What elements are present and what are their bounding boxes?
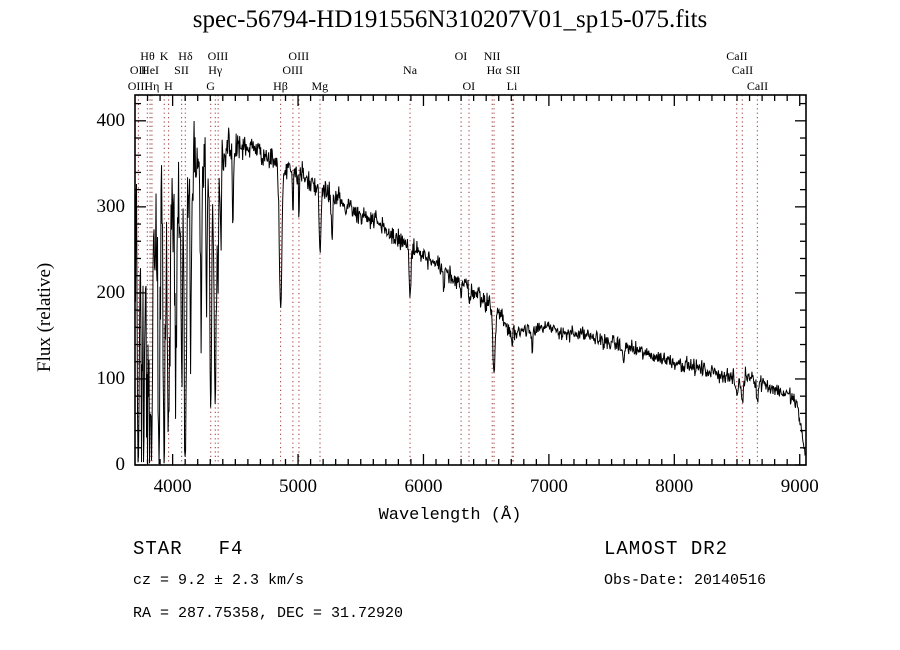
spectral-line-label: CaII [731, 63, 754, 77]
spectral-line-label: OIII [207, 49, 229, 63]
spectral-line-label: Hθ [140, 49, 155, 63]
page-title: spec-56794-HD191556N310207V01_sp15-075.f… [192, 6, 708, 33]
spectral-line-label: G [206, 79, 215, 93]
x-tick-label: 9000 [780, 476, 819, 497]
y-tick-label: 100 [96, 367, 126, 389]
spectral-line-label: Hη [144, 79, 160, 93]
spectral-line-label: OII [129, 63, 147, 77]
spectral-line-label: OIII [282, 63, 304, 77]
footer-coordinates: RA = 287.75358, DEC = 31.72920 [133, 605, 404, 622]
x-tick-label: 7000 [529, 476, 568, 497]
spectral-line-label: CaII [726, 49, 748, 63]
footer-cz: cz = 9.2 ± 2.3 km/s [133, 572, 305, 589]
spectral-line-label: OIII [288, 49, 310, 63]
spectral-line-label: Hγ [208, 63, 223, 77]
y-tick-label: 200 [96, 281, 126, 303]
spectral-line-label: Hβ [273, 79, 288, 93]
spectral-line-label: K [159, 49, 169, 63]
spectral-line-label: Mg [311, 79, 329, 93]
spectral-line-label: SII [505, 63, 521, 77]
x-tick-label: 8000 [655, 476, 694, 497]
spectral-line-label: H [164, 79, 173, 93]
spectral-line-label: NII [483, 49, 501, 63]
spectral-line-label: Na [403, 63, 418, 77]
x-tick-label: 6000 [404, 476, 443, 497]
footer-object-type-value: STAR [133, 538, 183, 560]
footer-spectral-class-value: F4 [218, 538, 244, 560]
spectral-line-label: Hδ [178, 49, 193, 63]
x-axis-label: Wavelength (Å) [378, 506, 522, 525]
y-tick-label: 0 [115, 454, 126, 475]
spectral-line-label: OI [454, 49, 468, 63]
y-axis-label: Flux (relative) [34, 262, 55, 372]
footer-object-type: STAR F4 [133, 538, 243, 560]
x-tick-label: 5000 [279, 476, 318, 497]
spectral-line-label: HeI [141, 63, 160, 77]
spectral-line-label: Li [506, 79, 518, 93]
spectral-line-label: OI [462, 79, 476, 93]
y-tick-label: 300 [96, 195, 126, 217]
footer-obs-date: Obs-Date: 20140516 [604, 572, 767, 589]
spectral-line-label: SII [174, 63, 189, 77]
footer-survey: LAMOST DR2 [604, 538, 729, 560]
spectral-line-label: OIII [127, 79, 149, 93]
x-tick-label: 4000 [153, 476, 192, 497]
spectral-line-label: CaII [746, 79, 769, 93]
y-tick-label: 400 [96, 109, 126, 131]
spectral-line-label: Hα [486, 63, 502, 77]
